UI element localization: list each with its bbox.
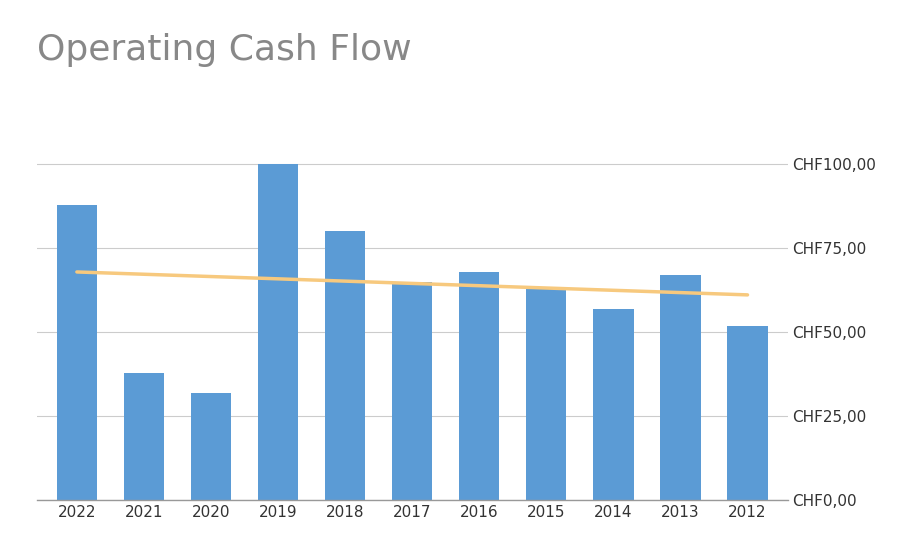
Bar — [392, 282, 432, 500]
Bar — [258, 164, 299, 500]
Bar — [594, 309, 634, 500]
Bar — [191, 393, 231, 500]
Text: Operating Cash Flow: Operating Cash Flow — [37, 33, 411, 67]
Bar — [459, 272, 499, 500]
Bar — [660, 275, 701, 500]
Bar — [57, 205, 97, 500]
Bar — [727, 326, 768, 500]
Bar — [325, 231, 365, 500]
Bar — [124, 373, 164, 500]
Bar — [526, 289, 566, 500]
